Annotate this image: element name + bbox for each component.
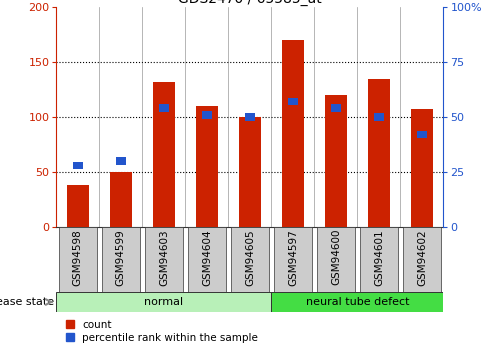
Text: GSM94598: GSM94598 [73, 229, 83, 286]
Bar [245, 113, 255, 121]
FancyBboxPatch shape [230, 227, 270, 292]
FancyBboxPatch shape [360, 227, 398, 292]
Bar [116, 157, 125, 165]
Bar [153, 82, 174, 227]
Bar [282, 40, 304, 227]
Bar [331, 104, 341, 112]
Bar [374, 113, 384, 121]
FancyBboxPatch shape [101, 227, 140, 292]
FancyBboxPatch shape [58, 227, 97, 292]
Bar [411, 109, 433, 227]
Bar [202, 111, 212, 119]
Bar [417, 131, 427, 138]
Title: GDS2470 / 65585_at: GDS2470 / 65585_at [178, 0, 322, 6]
Bar [110, 172, 132, 227]
FancyBboxPatch shape [188, 227, 226, 292]
Text: GSM94603: GSM94603 [159, 229, 169, 286]
Text: normal: normal [145, 297, 183, 307]
Bar [368, 79, 390, 227]
Legend: count, percentile rank within the sample: count, percentile rank within the sample [62, 316, 263, 345]
Text: GSM94599: GSM94599 [116, 229, 126, 286]
Bar [288, 98, 297, 106]
Text: GSM94600: GSM94600 [331, 229, 341, 285]
FancyBboxPatch shape [271, 292, 443, 312]
FancyBboxPatch shape [145, 227, 183, 292]
Text: GSM94597: GSM94597 [288, 229, 298, 286]
FancyBboxPatch shape [273, 227, 312, 292]
Text: GSM94604: GSM94604 [202, 229, 212, 286]
Bar [67, 185, 89, 227]
Bar [73, 161, 83, 169]
Text: GSM94605: GSM94605 [245, 229, 255, 286]
FancyBboxPatch shape [56, 292, 271, 312]
FancyBboxPatch shape [317, 227, 355, 292]
FancyBboxPatch shape [403, 227, 441, 292]
Bar [159, 104, 169, 112]
Bar [239, 117, 261, 227]
Text: disease state: disease state [0, 297, 54, 307]
Text: GSM94602: GSM94602 [417, 229, 427, 286]
Text: neural tube defect: neural tube defect [306, 297, 409, 307]
Text: GSM94601: GSM94601 [374, 229, 384, 286]
Bar [196, 106, 218, 227]
Bar [325, 95, 346, 227]
